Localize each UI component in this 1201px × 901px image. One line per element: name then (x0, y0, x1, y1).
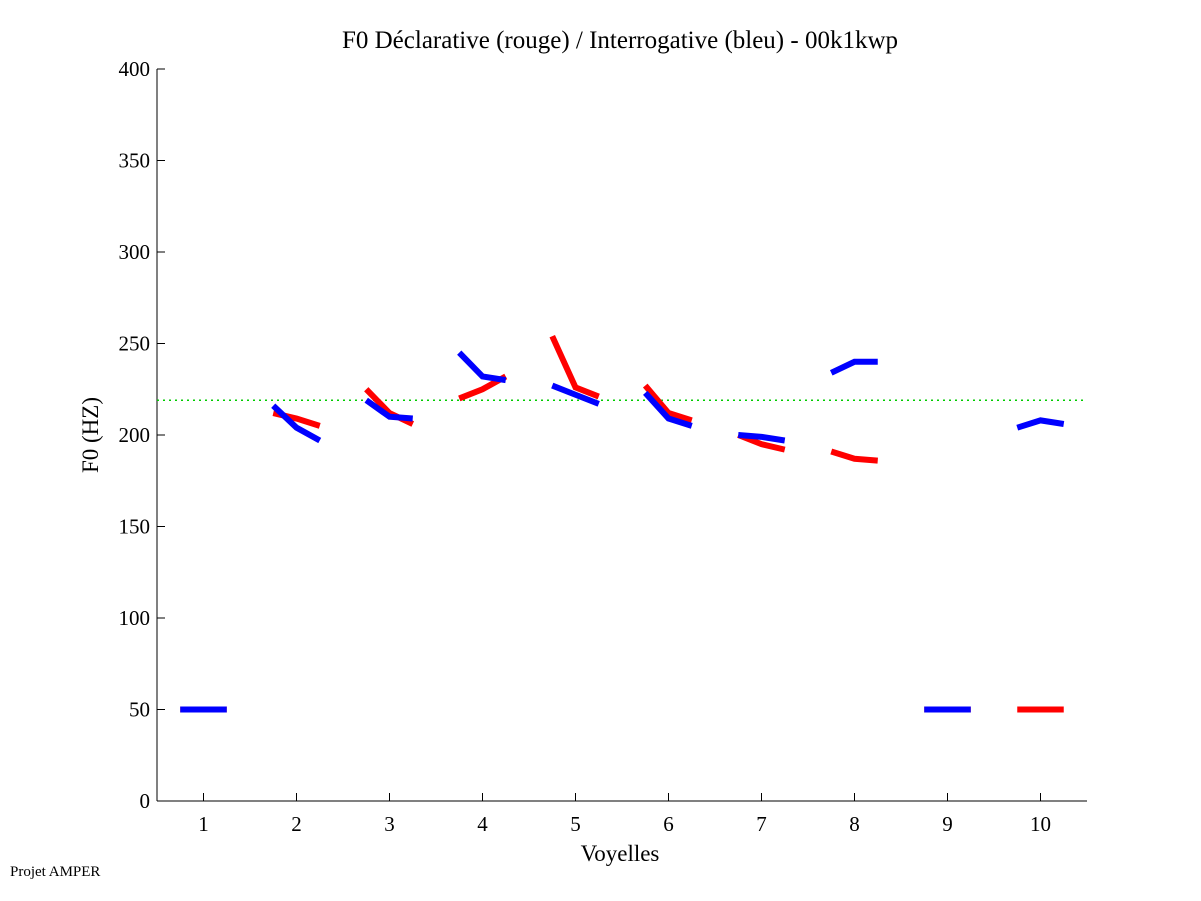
series-segment-dclarative-5 (549, 334, 600, 400)
series-segment-interrogative-5 (551, 382, 600, 407)
series-segment-interrogative-10 (1016, 417, 1065, 431)
y-tick-label: 50 (129, 698, 150, 722)
y-tick-label: 250 (119, 332, 151, 356)
y-tick-label: 200 (119, 423, 151, 447)
y-tick-label: 150 (119, 515, 151, 539)
series-segment-interrogative-8 (829, 358, 878, 376)
x-axis-label: Voyelles (581, 841, 660, 866)
x-tick-label: 9 (942, 812, 953, 836)
x-tick-label: 8 (849, 812, 860, 836)
series-segment-dclarative-6 (642, 383, 693, 424)
chart-title: F0 Déclarative (rouge) / Interrogative (… (342, 27, 898, 54)
x-tick-label: 7 (756, 812, 767, 836)
series-segment-interrogative-7 (738, 432, 786, 444)
series-segment-interrogative-6 (643, 390, 693, 429)
series-segment-interrogative-4 (457, 350, 507, 384)
x-tick-label: 4 (477, 812, 488, 836)
x-tick-label: 10 (1030, 812, 1051, 836)
x-tick-label: 1 (198, 812, 209, 836)
y-tick-label: 300 (119, 240, 151, 264)
y-tick-label: 100 (119, 606, 151, 630)
x-tick-label: 5 (570, 812, 581, 836)
series-segment-interrogative-2 (271, 403, 322, 444)
y-tick-label: 350 (119, 149, 151, 173)
footer-text: Projet AMPER (10, 864, 101, 880)
series-segment-interrogative-3 (364, 397, 413, 422)
x-tick-label: 6 (663, 812, 674, 836)
y-tick-label: 0 (140, 789, 151, 813)
y-tick-label: 400 (119, 57, 151, 81)
x-tick-label: 3 (384, 812, 395, 836)
x-tick-label: 2 (291, 812, 302, 836)
series-segment-dclarative-8 (830, 448, 878, 464)
y-axis-label: F0 (HZ) (78, 397, 103, 473)
